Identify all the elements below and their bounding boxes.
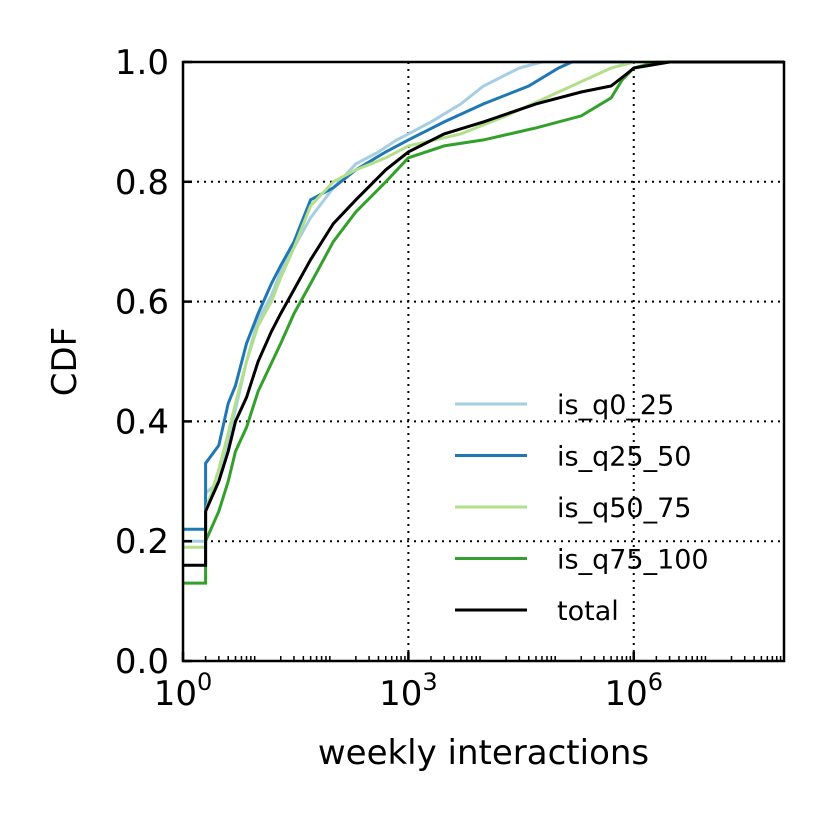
x-tick-labels: 100 103 106 <box>154 668 663 714</box>
grid-lines <box>183 62 784 661</box>
series-line-is_q0_25 <box>183 60 784 543</box>
legend-label: is_q25_50 <box>557 442 691 473</box>
x-tick-label: 103 <box>379 668 438 714</box>
axis-ticks <box>181 60 782 663</box>
y-tick-label: 1.0 <box>115 43 169 83</box>
series-line-is_q25_50 <box>183 60 784 531</box>
y-tick-label: 0.2 <box>115 522 169 562</box>
x-axis-label: weekly interactions <box>318 733 649 773</box>
legend: is_q0_25 is_q25_50 is_q50_75 is_q75_100tota… <box>455 390 709 627</box>
x-tick-label: 106 <box>604 668 663 714</box>
y-axis-label: CDF <box>45 327 85 396</box>
x-tick-label: 100 <box>154 668 213 714</box>
plot-frame <box>181 60 786 663</box>
series-line-total <box>183 60 784 567</box>
legend-label: is_q0_25 <box>557 390 674 421</box>
series-line-is_q75_100 <box>183 60 784 585</box>
series-line-is_q50_75 <box>183 60 784 549</box>
y-tick-label: 0.8 <box>115 163 169 203</box>
y-tick-label: 0.6 <box>115 283 169 323</box>
legend-label: total <box>557 596 619 627</box>
y-tick-label: 0.4 <box>115 402 169 442</box>
legend-label: is_q50_75 <box>557 493 691 524</box>
y-tick-label: 0.0 <box>115 642 169 682</box>
y-tick-labels: 0.0 0.2 0.4 0.6 0.8 1.0 <box>115 43 169 682</box>
series-lines <box>183 60 784 585</box>
legend-label: is_q75_100 <box>557 545 709 576</box>
